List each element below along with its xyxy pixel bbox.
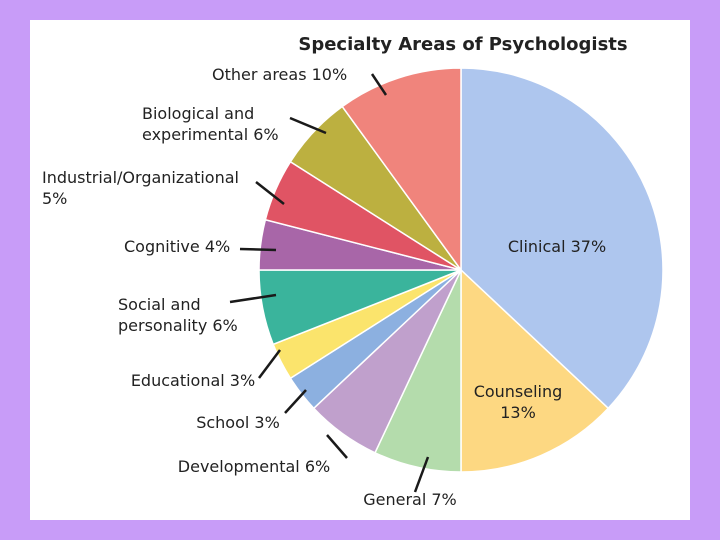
leader-line-3 (326, 434, 348, 459)
slice-label-10: Other areas 10% (212, 65, 347, 84)
slice-label-line: Educational 3% (131, 371, 255, 390)
leader-line-8 (255, 181, 285, 205)
slice-label-2: General 7% (363, 490, 457, 509)
slice-label-0: Clinical 37% (508, 237, 606, 256)
slice-label-3: Developmental 6% (178, 457, 330, 476)
leader-line-6 (229, 293, 277, 304)
slice-label-1: Counseling 13% (474, 382, 563, 422)
pie-slice-10 (341, 67, 462, 273)
slice-label-4: School 3% (196, 413, 280, 432)
slice-label-line: 5% (42, 189, 67, 208)
pie-chart: Specialty Areas of Psychologists Clinica… (42, 34, 664, 509)
slice-label-7: Cognitive 4% (124, 237, 230, 256)
slice-label-line: Developmental 6% (178, 457, 330, 476)
leader-line-9 (289, 116, 327, 135)
slice-label-9: Biological and experimental 6% (142, 104, 279, 144)
slice-label-line: experimental 6% (142, 125, 279, 144)
slice-label-line: Counseling (474, 382, 563, 401)
pie-slice-0 (460, 67, 664, 410)
slice-label-line: Other areas 10% (212, 65, 347, 84)
slice-label-line: Social and (118, 295, 201, 314)
leader-line-10 (370, 73, 388, 96)
slice-label-6: Social and personality 6% (118, 295, 238, 335)
slice-label-8: Industrial/Organizational 5% (42, 168, 239, 208)
slice-label-line: personality 6% (118, 316, 238, 335)
slice-label-line: Clinical 37% (508, 237, 606, 256)
slice-label-line: 13% (500, 403, 536, 422)
slice-label-line: General 7% (363, 490, 457, 509)
leader-line-2 (413, 456, 430, 493)
pie-slice-1 (460, 268, 610, 473)
chart-title: Specialty Areas of Psychologists (298, 34, 627, 55)
slice-label-line: Biological and (142, 104, 254, 123)
leader-line-4 (284, 389, 307, 414)
slice-label-line: School 3% (196, 413, 280, 432)
slice-label-line: Cognitive 4% (124, 237, 230, 256)
leader-line-5 (258, 349, 281, 379)
slice-label-line: Industrial/Organizational (42, 168, 239, 187)
leader-line-7 (239, 247, 277, 252)
slide-frame: Specialty Areas of Psychologists Clinica… (30, 20, 690, 520)
slice-label-5: Educational 3% (131, 371, 255, 390)
